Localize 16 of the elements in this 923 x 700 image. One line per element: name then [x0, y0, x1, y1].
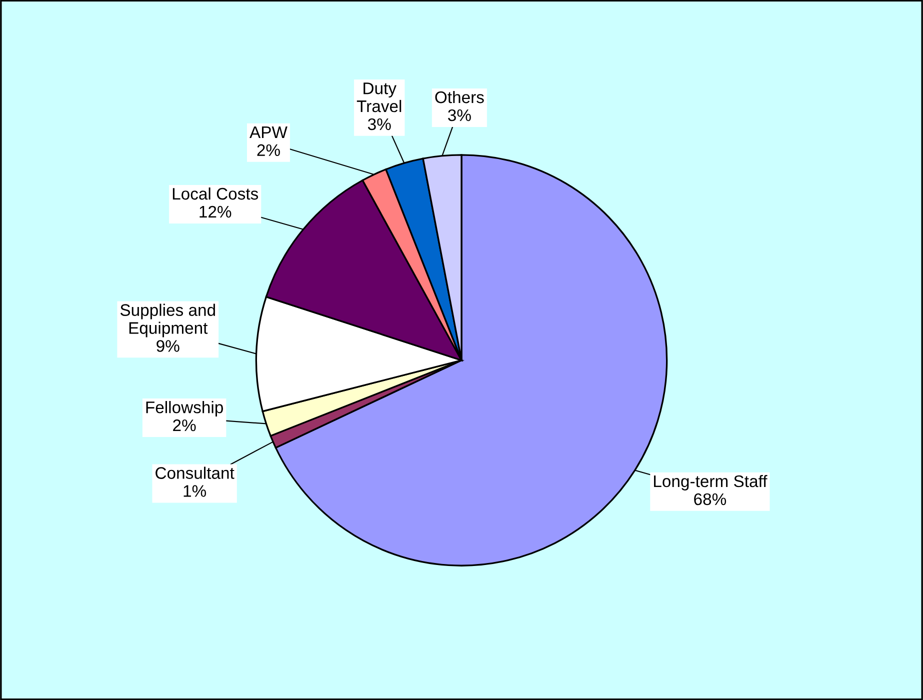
slice-label: Consultant — [156, 466, 234, 479]
slice-label: Duty Travel — [356, 82, 402, 112]
slice-label: Fellowship — [146, 401, 223, 417]
data-label: 9% — [156, 340, 180, 352]
data-label: 2% — [173, 419, 196, 432]
slice-label: APW — [250, 126, 288, 138]
data-label: 3% — [368, 118, 391, 130]
data-label: 1% — [184, 485, 206, 497]
data-label: 2% — [257, 144, 280, 156]
data-label: 3% — [448, 109, 471, 122]
slice-label: Supplies and Equipment — [120, 304, 215, 338]
slice-label: Others — [435, 90, 484, 104]
slice-label: Local Costs — [172, 187, 258, 200]
slice-label: Long-term Staff — [654, 474, 768, 490]
data-label: 12% — [200, 206, 232, 218]
data-label: 68% — [694, 493, 726, 506]
